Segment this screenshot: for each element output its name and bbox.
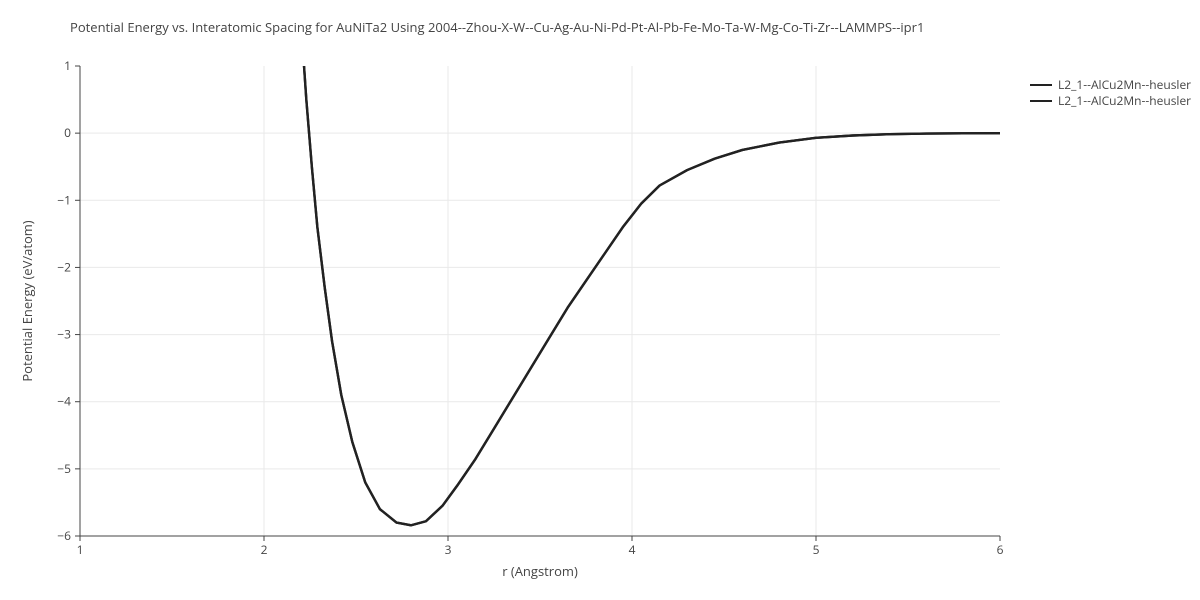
xtick-label: 4 [629, 541, 636, 558]
ytick-label: −4 [57, 393, 71, 410]
xtick-label: 2 [261, 541, 268, 558]
chart-svg: 123456−6−5−4−3−2−101r (Angstrom)Potentia… [0, 0, 1200, 600]
ytick-label: −3 [57, 326, 71, 343]
series-line [302, 32, 1000, 525]
legend-label: L2_1--AlCu2Mn--heusler [1058, 92, 1191, 109]
plot-group [302, 32, 1000, 525]
chart-container: Potential Energy vs. Interatomic Spacing… [0, 0, 1200, 600]
series-line [302, 32, 1000, 525]
legend-item[interactable]: L2_1--AlCu2Mn--heusler [1030, 92, 1191, 109]
ytick-label: −5 [57, 460, 71, 477]
xtick-label: 5 [813, 541, 820, 558]
ytick-label: −1 [57, 191, 71, 208]
legend-swatch [1030, 84, 1052, 86]
x-axis-label: r (Angstrom) [502, 562, 578, 580]
legend-swatch [1030, 100, 1052, 102]
ytick-label: −6 [57, 527, 71, 544]
ytick-label: 1 [64, 57, 71, 74]
legend-item[interactable]: L2_1--AlCu2Mn--heusler [1030, 76, 1191, 93]
ytick-label: −2 [57, 258, 71, 275]
legend-label: L2_1--AlCu2Mn--heusler [1058, 76, 1191, 93]
xtick-label: 1 [77, 541, 84, 558]
xtick-label: 3 [445, 541, 452, 558]
y-axis-label: Potential Energy (eV/atom) [18, 220, 36, 381]
xtick-label: 6 [997, 541, 1004, 558]
ytick-label: 0 [64, 124, 71, 141]
